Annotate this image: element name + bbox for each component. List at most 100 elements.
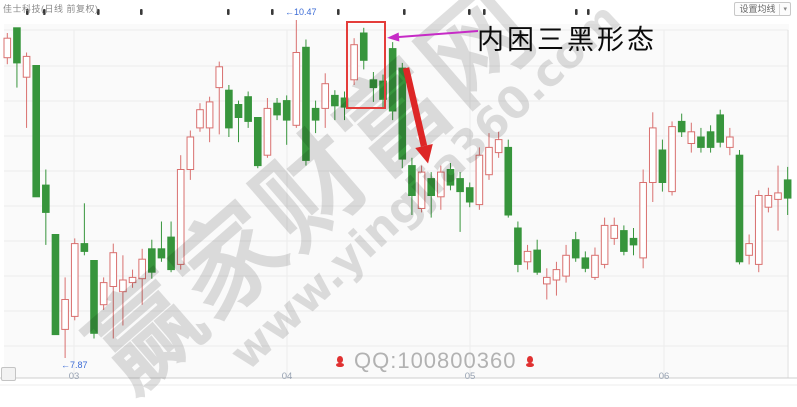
candle-body xyxy=(774,192,782,200)
candle-body xyxy=(706,131,715,148)
candle-body xyxy=(754,195,763,265)
candle-body xyxy=(571,239,580,259)
candle-body xyxy=(610,224,619,239)
candle-body xyxy=(533,249,541,273)
event-mark xyxy=(587,9,590,15)
candle-body xyxy=(70,243,79,317)
candle-body xyxy=(340,97,349,108)
candle-body xyxy=(437,171,445,198)
pattern-annotation-text: 内困三黑形态 xyxy=(477,25,657,56)
candle-body xyxy=(446,169,455,186)
candle-body xyxy=(22,55,31,78)
candle-body xyxy=(514,227,522,265)
candle-body xyxy=(600,224,609,265)
candle-body xyxy=(581,257,590,269)
candle-body xyxy=(475,154,484,206)
candle-body xyxy=(687,131,696,145)
high-price-label: ←10.47 xyxy=(285,7,317,17)
candle-body xyxy=(350,44,358,81)
candle-body xyxy=(196,109,204,129)
candle-body xyxy=(215,66,224,89)
candle-body xyxy=(157,248,166,259)
candle-body xyxy=(783,179,792,199)
candle-body xyxy=(263,107,272,156)
candle-body xyxy=(427,178,435,197)
candle-body xyxy=(99,282,108,306)
candle-body xyxy=(253,117,262,167)
event-mark xyxy=(43,9,46,15)
event-mark xyxy=(97,9,100,15)
candle-body xyxy=(629,237,638,246)
candle-body xyxy=(523,250,532,263)
candle-body xyxy=(311,107,320,121)
candle-body xyxy=(282,100,291,121)
candle-body xyxy=(32,65,41,198)
x-axis-month-label: 06 xyxy=(658,371,670,382)
qq-contact-banner: QQ:100800360 xyxy=(336,348,535,374)
candle-body xyxy=(359,32,368,61)
candle-body xyxy=(331,94,339,107)
event-mark xyxy=(26,9,29,15)
candle-body xyxy=(648,127,657,183)
candle-body xyxy=(456,178,464,193)
axis-corner-button[interactable] xyxy=(1,367,16,381)
candle-body xyxy=(504,146,513,216)
qq-penguin-icon xyxy=(336,355,344,367)
candle-body xyxy=(61,299,69,330)
candle-body xyxy=(620,230,628,252)
x-axis-month-label: 04 xyxy=(281,371,293,382)
candle-body xyxy=(138,258,146,280)
candle-body xyxy=(42,184,50,213)
candle-body xyxy=(321,83,330,109)
chevron-down-icon: ▾ xyxy=(779,3,790,15)
candle-body xyxy=(485,146,493,176)
candle-body xyxy=(225,89,233,129)
low-price-label: ←7.87 xyxy=(61,360,88,370)
candle-body xyxy=(128,276,137,284)
ma-settings-button[interactable]: 设置均线 ▾ xyxy=(734,2,791,16)
event-mark xyxy=(468,9,471,15)
stock-title: 佳士科技(日线 前复权) xyxy=(3,4,99,14)
candle-body xyxy=(13,27,21,64)
candle-body xyxy=(90,260,98,334)
candle-body xyxy=(764,195,773,208)
candle-body xyxy=(658,149,667,183)
candle-body xyxy=(176,169,185,265)
candle-body xyxy=(292,52,301,126)
candle-body xyxy=(379,80,387,100)
candle-body xyxy=(205,101,214,129)
event-mark xyxy=(403,9,406,15)
candle-body xyxy=(668,126,676,193)
candle-body xyxy=(398,67,407,160)
candle-body xyxy=(562,254,570,277)
candle-body xyxy=(3,37,12,59)
x-axis-month-label: 05 xyxy=(464,371,476,382)
qq-number-text: QQ:100800360 xyxy=(354,348,517,373)
x-axis-month-label: 03 xyxy=(68,371,80,382)
ma-settings-label: 设置均线 xyxy=(739,3,776,14)
candle-body xyxy=(234,104,243,118)
candle-body xyxy=(244,96,252,122)
candle-body xyxy=(148,248,156,273)
candle-body xyxy=(302,46,310,161)
candle-body xyxy=(119,279,127,293)
event-mark xyxy=(575,9,578,15)
candle-body xyxy=(735,154,744,263)
candle-body xyxy=(745,243,753,256)
candle-body xyxy=(273,102,281,116)
candle-body xyxy=(408,165,416,197)
candle-body xyxy=(388,48,397,112)
qq-penguin-icon xyxy=(526,355,535,367)
candle-body xyxy=(494,139,503,154)
candle-body xyxy=(591,254,599,278)
candle-body xyxy=(465,187,474,203)
candle-body xyxy=(677,120,686,133)
candle-body xyxy=(80,243,89,252)
candle-body xyxy=(186,136,195,170)
candle-body xyxy=(697,136,705,148)
candle-body xyxy=(552,269,561,281)
candle-body xyxy=(716,114,725,143)
event-mark xyxy=(337,9,340,15)
